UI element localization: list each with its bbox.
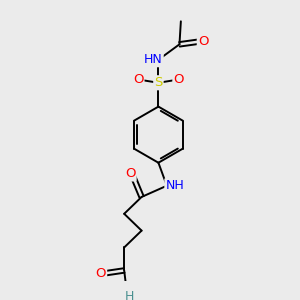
Text: H: H [124,290,134,300]
Text: O: O [133,74,143,86]
Text: O: O [198,35,208,48]
Text: HN: HN [144,53,163,66]
Text: O: O [96,267,106,280]
Text: O: O [173,74,184,86]
Text: NH: NH [165,179,184,192]
Text: S: S [154,76,163,89]
Text: O: O [125,167,136,180]
